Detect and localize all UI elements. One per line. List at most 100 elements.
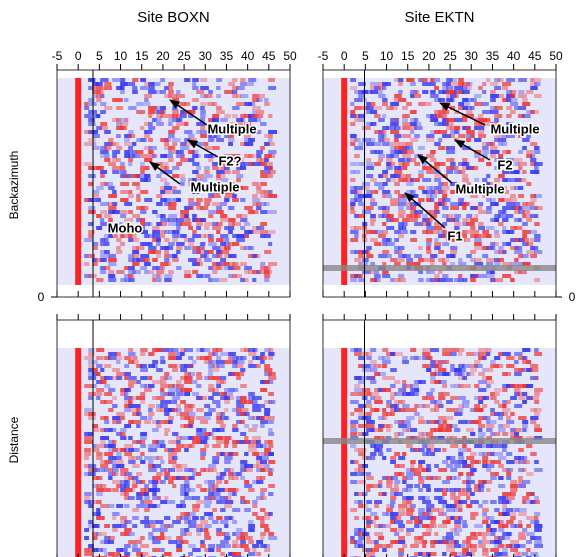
texture-cell bbox=[490, 532, 495, 536]
texture-cell bbox=[354, 106, 362, 110]
texture-cell bbox=[200, 102, 208, 106]
texture-cell bbox=[422, 364, 430, 368]
texture-cell bbox=[406, 532, 411, 536]
texture-cell bbox=[212, 114, 219, 118]
texture-cell bbox=[144, 484, 149, 488]
texture-cell bbox=[478, 348, 487, 352]
x-tick-label: 0 bbox=[75, 49, 82, 63]
texture-cell bbox=[398, 206, 404, 210]
texture-cell bbox=[268, 134, 273, 138]
texture-cell bbox=[180, 174, 185, 178]
texture-cell bbox=[394, 134, 401, 138]
texture-cell bbox=[232, 198, 239, 202]
texture-cell bbox=[494, 508, 499, 512]
texture-cell bbox=[394, 170, 402, 174]
texture-cell bbox=[128, 210, 133, 214]
texture-cell bbox=[534, 222, 539, 226]
texture-cell bbox=[128, 376, 137, 380]
texture-cell bbox=[224, 524, 228, 528]
texture-cell bbox=[160, 90, 166, 94]
texture-cell bbox=[414, 404, 418, 408]
texture-cell bbox=[148, 222, 152, 226]
texture-cell bbox=[152, 464, 161, 468]
texture-cell bbox=[204, 348, 210, 352]
texture-cell bbox=[260, 420, 268, 424]
texture-cell bbox=[160, 178, 167, 182]
texture-cell bbox=[228, 142, 233, 146]
texture-cell bbox=[354, 98, 362, 102]
texture-cell bbox=[394, 480, 400, 484]
texture-cell bbox=[430, 552, 436, 556]
texture-cell bbox=[124, 444, 133, 448]
texture-cell bbox=[522, 456, 527, 460]
texture-cell bbox=[458, 198, 464, 202]
texture-cell bbox=[418, 170, 424, 174]
texture-cell bbox=[112, 202, 117, 206]
texture-cell bbox=[406, 78, 414, 82]
texture-cell bbox=[398, 274, 404, 278]
texture-cell bbox=[216, 266, 223, 270]
texture-cell bbox=[180, 504, 186, 508]
texture-cell bbox=[108, 540, 114, 544]
direct-arrival-band bbox=[75, 78, 81, 285]
texture-cell bbox=[522, 468, 526, 472]
texture-cell bbox=[156, 174, 161, 178]
texture-cell bbox=[518, 520, 522, 524]
texture-cell bbox=[386, 524, 391, 528]
texture-cell bbox=[212, 278, 219, 282]
texture-cell bbox=[466, 82, 472, 86]
texture-cell bbox=[148, 242, 152, 246]
texture-cell bbox=[526, 242, 533, 246]
texture-cell bbox=[228, 254, 236, 258]
texture-cell bbox=[180, 210, 189, 214]
texture-cell bbox=[140, 352, 145, 356]
texture-cell bbox=[434, 274, 440, 278]
texture-cell bbox=[422, 214, 427, 218]
texture-cell bbox=[518, 94, 527, 98]
texture-cell bbox=[96, 166, 104, 170]
texture-cell bbox=[350, 210, 355, 214]
texture-cell bbox=[180, 436, 188, 440]
texture-cell bbox=[422, 82, 430, 86]
texture-cell bbox=[446, 508, 455, 512]
texture-cell bbox=[366, 516, 371, 520]
texture-cell bbox=[132, 548, 140, 552]
x-tick-label: 40 bbox=[507, 49, 521, 63]
texture-cell bbox=[450, 246, 457, 250]
texture-cell bbox=[458, 258, 462, 262]
texture-cell bbox=[422, 78, 427, 82]
texture-cell bbox=[132, 448, 139, 452]
texture-cell bbox=[390, 218, 399, 222]
texture-cell bbox=[366, 524, 371, 528]
texture-cell bbox=[268, 376, 276, 380]
texture-cell bbox=[406, 158, 410, 162]
texture-cell bbox=[268, 270, 272, 274]
texture-cell bbox=[502, 352, 511, 356]
texture-cell bbox=[378, 452, 383, 456]
texture-cell bbox=[402, 166, 407, 170]
texture-cell bbox=[430, 516, 436, 520]
texture-cell bbox=[398, 424, 406, 428]
texture-cell bbox=[498, 258, 504, 262]
texture-cell bbox=[534, 376, 538, 380]
texture-cell bbox=[450, 218, 454, 222]
texture-cell bbox=[156, 496, 161, 500]
texture-cell bbox=[88, 118, 95, 122]
texture-cell bbox=[350, 508, 357, 512]
texture-cell bbox=[530, 536, 534, 540]
texture-cell bbox=[244, 452, 248, 456]
texture-cell bbox=[172, 484, 176, 488]
texture-cell bbox=[474, 94, 481, 98]
texture-cell bbox=[188, 488, 195, 492]
texture-cell bbox=[366, 356, 372, 360]
texture-cell bbox=[446, 544, 455, 548]
texture-cell bbox=[148, 138, 153, 142]
texture-cell bbox=[490, 360, 496, 364]
texture-cell bbox=[84, 496, 90, 500]
texture-cell bbox=[382, 356, 390, 360]
texture-cell bbox=[414, 412, 420, 416]
texture-cell bbox=[410, 504, 416, 508]
texture-cell bbox=[482, 110, 491, 114]
texture-cell bbox=[490, 408, 495, 412]
texture-cell bbox=[104, 146, 111, 150]
